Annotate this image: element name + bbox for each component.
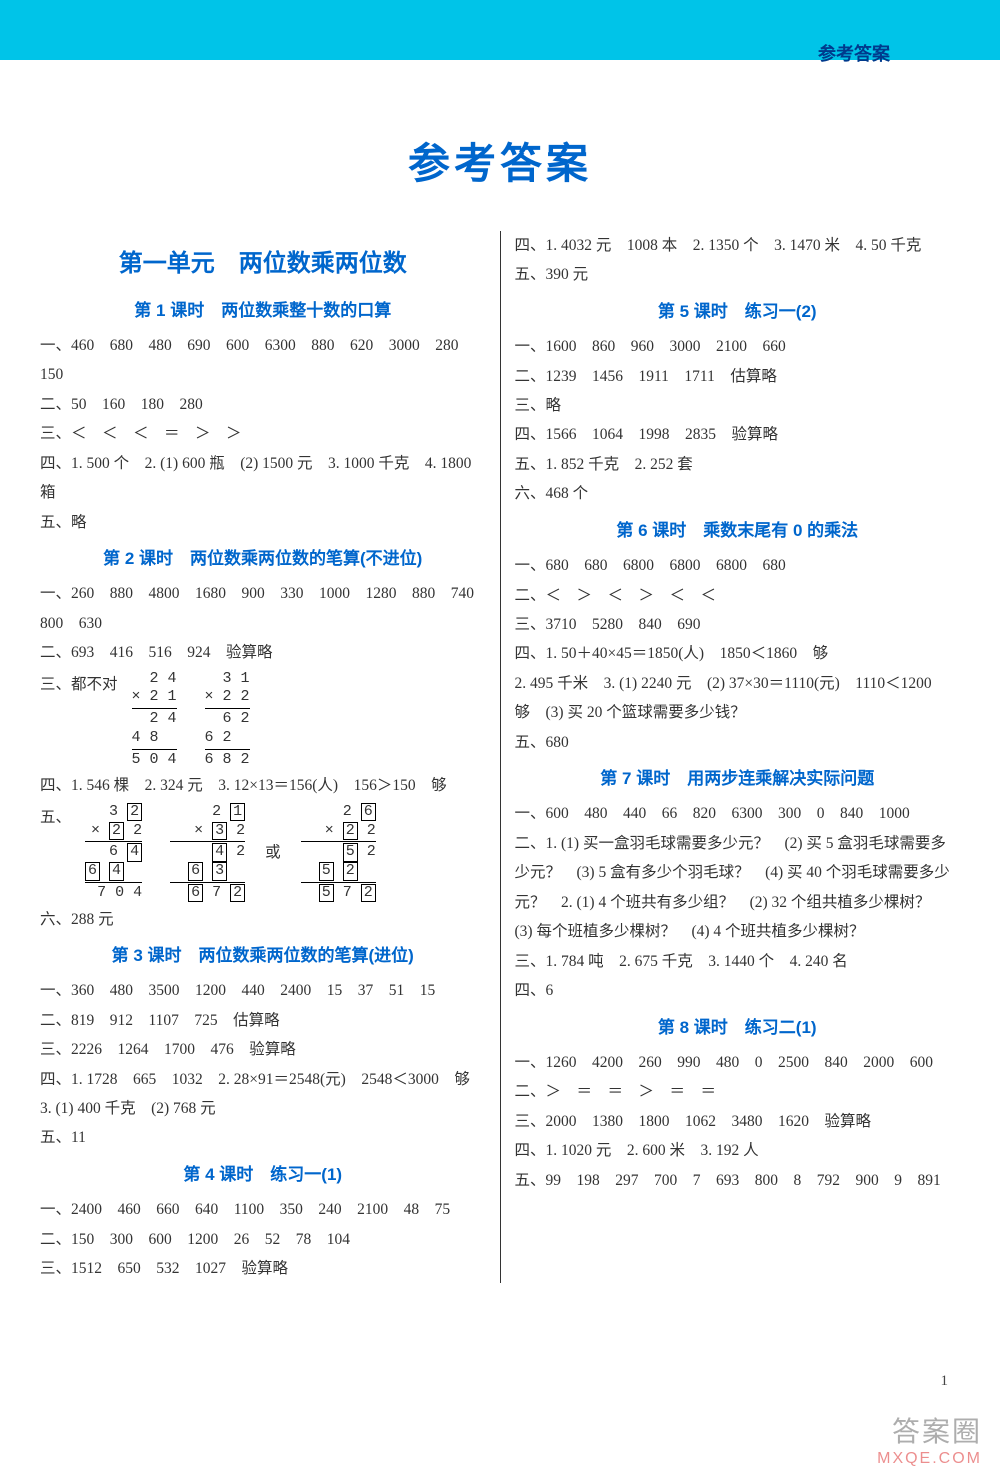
- unit-title: 第一单元 两位数乘两位数: [40, 241, 486, 287]
- lesson-title: 第 6 课时 乘数末尾有 0 的乘法: [515, 515, 961, 547]
- answer-line: 三、3710 5280 840 690: [515, 610, 961, 639]
- calc-row: 五、 3 2 × 2 2 6 4 6 4 7 0 4 2 1 × 3 2 4 2…: [40, 803, 486, 903]
- answer-line: 五、11: [40, 1123, 486, 1152]
- watermark-text: 答案圈: [877, 1410, 982, 1450]
- header-bar: 参考答案: [0, 0, 1000, 60]
- vertical-calc: 2 6 × 2 2 5 2 5 2 5 7 2: [301, 803, 376, 903]
- answer-line: 六、468 个: [515, 479, 961, 508]
- answer-line: 五、390 元: [515, 260, 961, 289]
- answer-line: 四、1. 4032 元 1008 本 2. 1350 个 3. 1470 米 4…: [515, 231, 961, 260]
- answer-line: 二、819 912 1107 725 估算略: [40, 1006, 486, 1035]
- answer-line: 五、1. 852 千克 2. 252 套: [515, 450, 961, 479]
- answer-line: 四、1. 50＋40×45＝1850(人) 1850＜1860 够: [515, 639, 961, 668]
- answer-line: 二、＜ ＞ ＜ ＞ ＜ ＜: [515, 581, 961, 610]
- answer-line: 二、1. (1) 买一盒羽毛球需要多少元？ (2) 买 5 盒羽毛球需要多少元？…: [515, 829, 961, 947]
- lesson-title: 第 2 课时 两位数乘两位数的笔算(不进位): [40, 543, 486, 575]
- right-column: 四、1. 4032 元 1008 本 2. 1350 个 3. 1470 米 4…: [501, 231, 961, 1283]
- vertical-calc: 2 4 × 2 1 2 4 4 8 5 0 4: [132, 670, 177, 770]
- answer-line: 二、1239 1456 1911 1711 估算略: [515, 362, 961, 391]
- answer-line: 四、1. 546 棵 2. 324 元 3. 12×13＝156(人) 156＞…: [40, 771, 486, 800]
- header-label: 参考答案: [818, 40, 890, 66]
- answer-line: 三、2000 1380 1800 1062 3480 1620 验算略: [515, 1107, 961, 1136]
- answer-line: 五、680: [515, 728, 961, 757]
- or-label: 或: [265, 838, 281, 867]
- answer-line: 3. (1) 400 千克 (2) 768 元: [40, 1094, 486, 1123]
- left-column: 第一单元 两位数乘两位数 第 1 课时 两位数乘整十数的口算 一、460 680…: [40, 231, 501, 1283]
- watermark: 答案圈 MXQE.COM: [877, 1410, 982, 1468]
- answer-line: 四、1. 1728 665 1032 2. 28×91＝2548(元) 2548…: [40, 1065, 486, 1094]
- answer-line: 三、＜ ＜ ＜ ＝ ＞ ＞: [40, 419, 486, 448]
- lesson-title: 第 8 课时 练习二(1): [515, 1012, 961, 1044]
- answer-line: 五、略: [40, 508, 486, 537]
- vertical-calc: 2 1 × 3 2 4 2 6 3 6 7 2: [170, 803, 245, 903]
- calc-row: 三、都不对 2 4 × 2 1 2 4 4 8 5 0 4 3 1 × 2 2 …: [40, 670, 486, 770]
- answer-line: 三、1512 650 532 1027 验算略: [40, 1254, 486, 1283]
- lesson-title: 第 1 课时 两位数乘整十数的口算: [40, 295, 486, 327]
- answer-line: 一、260 880 4800 1680 900 330 1000 1280 88…: [40, 579, 486, 638]
- lesson-title: 第 3 课时 两位数乘两位数的笔算(进位): [40, 940, 486, 972]
- answer-line: 五、99 198 297 700 7 693 800 8 792 900 9 8…: [515, 1166, 961, 1195]
- page-title: 参考答案: [0, 130, 1000, 191]
- lesson-title: 第 4 课时 练习一(1): [40, 1159, 486, 1191]
- answer-line: 三、略: [515, 391, 961, 420]
- answer-line: 三、2226 1264 1700 476 验算略: [40, 1035, 486, 1064]
- vertical-calc: 3 1 × 2 2 6 2 6 2 6 8 2: [205, 670, 250, 770]
- answer-line: 二、150 300 600 1200 26 52 78 104: [40, 1225, 486, 1254]
- answer-line: 一、460 680 480 690 600 6300 880 620 3000 …: [40, 331, 486, 390]
- answer-line: 二、＞ ＝ ＝ ＞ ＝ ＝: [515, 1077, 961, 1106]
- vertical-calc: 3 2 × 2 2 6 4 6 4 7 0 4: [85, 803, 142, 903]
- answer-line: 四、1566 1064 1998 2835 验算略: [515, 420, 961, 449]
- answer-line: 一、1600 860 960 3000 2100 660: [515, 332, 961, 361]
- content-columns: 第一单元 两位数乘两位数 第 1 课时 两位数乘整十数的口算 一、460 680…: [0, 231, 1000, 1283]
- answer-line: 一、2400 460 660 640 1100 350 240 2100 48 …: [40, 1195, 486, 1224]
- lesson-title: 第 5 课时 练习一(2): [515, 296, 961, 328]
- answer-line: 二、50 160 180 280: [40, 390, 486, 419]
- answer-prefix: 五、: [40, 803, 71, 832]
- answer-line: 一、360 480 3500 1200 440 2400 15 37 51 15: [40, 976, 486, 1005]
- answer-line: 六、288 元: [40, 905, 486, 934]
- answer-line: 三、1. 784 吨 2. 675 千克 3. 1440 个 4. 240 名: [515, 947, 961, 976]
- answer-line: 二、693 416 516 924 验算略: [40, 638, 486, 667]
- watermark-url: MXQE.COM: [877, 1450, 982, 1468]
- answer-line: 一、1260 4200 260 990 480 0 2500 840 2000 …: [515, 1048, 961, 1077]
- answer-line: 2. 495 千米 3. (1) 2240 元 (2) 37×30＝1110(元…: [515, 669, 961, 728]
- answer-prefix: 三、都不对: [40, 670, 118, 699]
- answer-line: 四、1. 500 个 2. (1) 600 瓶 (2) 1500 元 3. 10…: [40, 449, 486, 508]
- answer-line: 四、1. 1020 元 2. 600 米 3. 192 人: [515, 1136, 961, 1165]
- answer-line: 一、680 680 6800 6800 6800 680: [515, 551, 961, 580]
- lesson-title: 第 7 课时 用两步连乘解决实际问题: [515, 763, 961, 795]
- answer-line: 一、600 480 440 66 820 6300 300 0 840 1000: [515, 799, 961, 828]
- page-number: 1: [941, 1373, 949, 1390]
- answer-line: 四、6: [515, 976, 961, 1005]
